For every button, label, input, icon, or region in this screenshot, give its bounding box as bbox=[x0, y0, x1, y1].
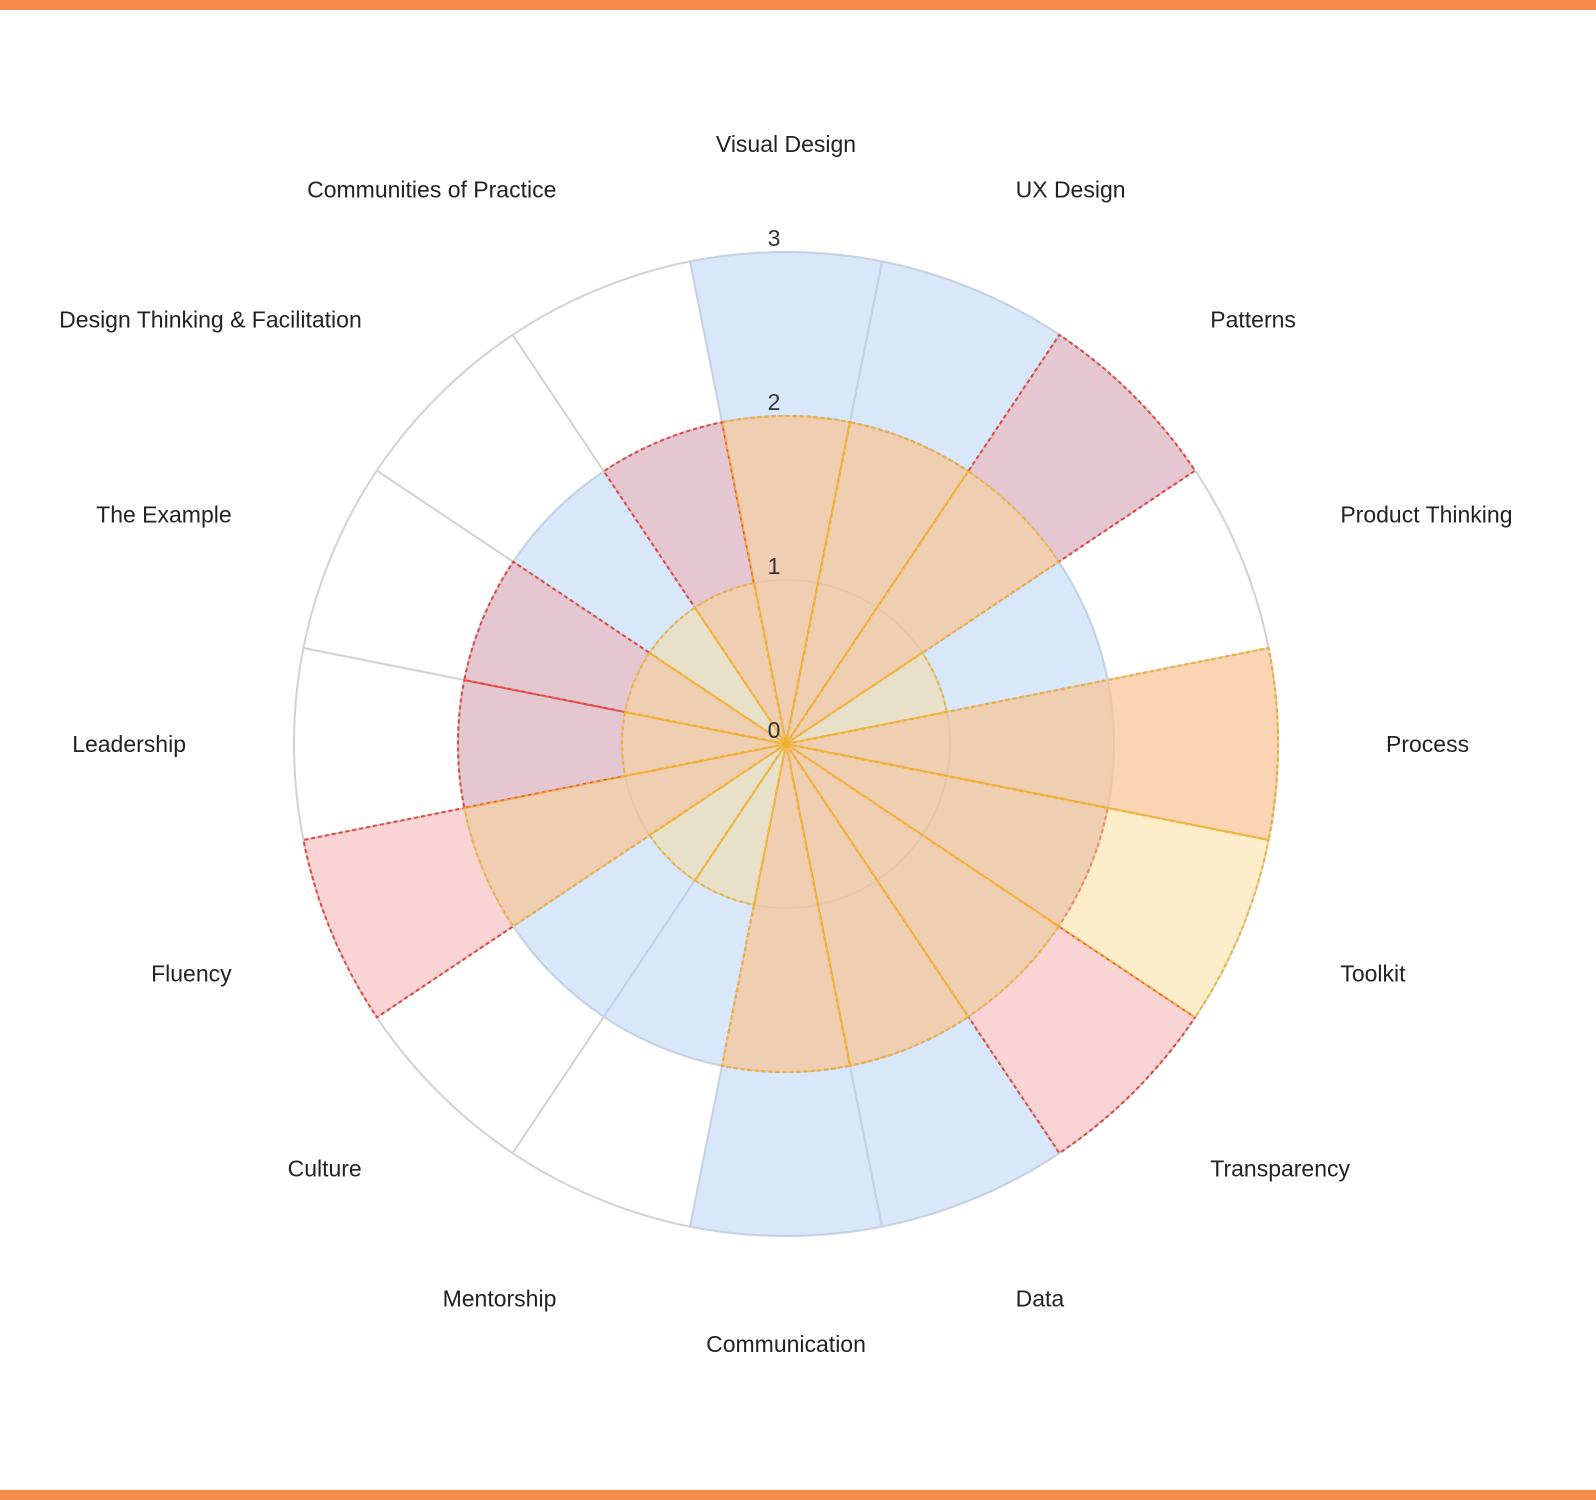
series-1-petal-9 bbox=[688, 743, 884, 1237]
series-2 bbox=[302, 333, 1279, 1155]
series-3-petal-10 bbox=[693, 743, 787, 907]
series-2-petal-12 bbox=[302, 743, 787, 1019]
axis-labels: Visual Design UX Design Patterns Product Th… bbox=[59, 131, 1512, 1357]
series-3-petal-12 bbox=[463, 743, 787, 928]
series-1-petal-4 bbox=[785, 560, 1109, 745]
series-3-petal-15 bbox=[648, 606, 787, 745]
axis-label: Visual Design bbox=[716, 131, 856, 157]
axis-label: Process bbox=[1386, 731, 1469, 757]
series-1-petal-11 bbox=[511, 743, 787, 1019]
series-3 bbox=[463, 415, 1279, 1073]
tick-label-1: 1 bbox=[768, 553, 781, 579]
axis-label: Communities of Practice bbox=[307, 177, 556, 203]
axis-label: The Example bbox=[96, 501, 232, 527]
series-1-petal-5 bbox=[785, 678, 1115, 810]
series-1-petal-15 bbox=[511, 469, 787, 745]
axis-label: Patterns bbox=[1210, 307, 1296, 333]
axis-label: Leadership bbox=[72, 731, 186, 757]
axis-label: Design Thinking & Facilitation bbox=[59, 307, 362, 333]
series-3-petal-13 bbox=[621, 710, 787, 778]
series-3-petal-2 bbox=[785, 421, 970, 745]
radial-ticks: 0 1 2 3 bbox=[768, 225, 781, 743]
tick-label-2: 2 bbox=[768, 389, 781, 415]
series-2-petal-16 bbox=[602, 421, 787, 745]
series-3-petal-6 bbox=[785, 743, 1270, 1019]
axis-label: Communication bbox=[706, 1331, 866, 1357]
series-2-petal-6 bbox=[785, 743, 1109, 928]
axis-label: UX Design bbox=[1016, 177, 1126, 203]
bottom-accent-bar bbox=[0, 1490, 1596, 1500]
axis-label: Culture bbox=[288, 1155, 362, 1181]
series-2-petal-14 bbox=[463, 560, 787, 745]
series-3-petal-16 bbox=[693, 581, 787, 745]
series-1-petal-2 bbox=[785, 260, 1061, 745]
series-1-petal-1 bbox=[688, 251, 884, 745]
axis-label: Toolkit bbox=[1340, 961, 1406, 987]
series-3-petal-14 bbox=[623, 651, 787, 745]
series-2-petal-3 bbox=[785, 333, 1197, 745]
series-2-petal-7 bbox=[785, 743, 1197, 1155]
series-3-petal-9 bbox=[720, 743, 852, 1073]
series-3-petal-1 bbox=[720, 415, 852, 745]
axis-label: Data bbox=[1016, 1285, 1065, 1311]
axis-label: Fluency bbox=[151, 961, 232, 987]
series-3-petal-4 bbox=[785, 651, 949, 745]
tick-label-0: 0 bbox=[768, 717, 781, 743]
axis-label: Transparency bbox=[1210, 1155, 1350, 1181]
series-3-petal-11 bbox=[648, 743, 787, 882]
axis-label: Mentorship bbox=[443, 1285, 557, 1311]
axis-label: Product Thinking bbox=[1340, 501, 1512, 527]
series-3-petal-3 bbox=[785, 469, 1061, 745]
series-3-petal-5 bbox=[785, 646, 1279, 842]
series-1-petal-10 bbox=[602, 743, 787, 1067]
series-1-petal-8 bbox=[785, 743, 1061, 1228]
series-3-petal-7 bbox=[785, 743, 1061, 1019]
series-3-petal-8 bbox=[785, 743, 970, 1067]
series-layer bbox=[302, 251, 1279, 1237]
tick-label-3: 3 bbox=[768, 225, 781, 251]
top-accent-bar bbox=[0, 0, 1596, 10]
